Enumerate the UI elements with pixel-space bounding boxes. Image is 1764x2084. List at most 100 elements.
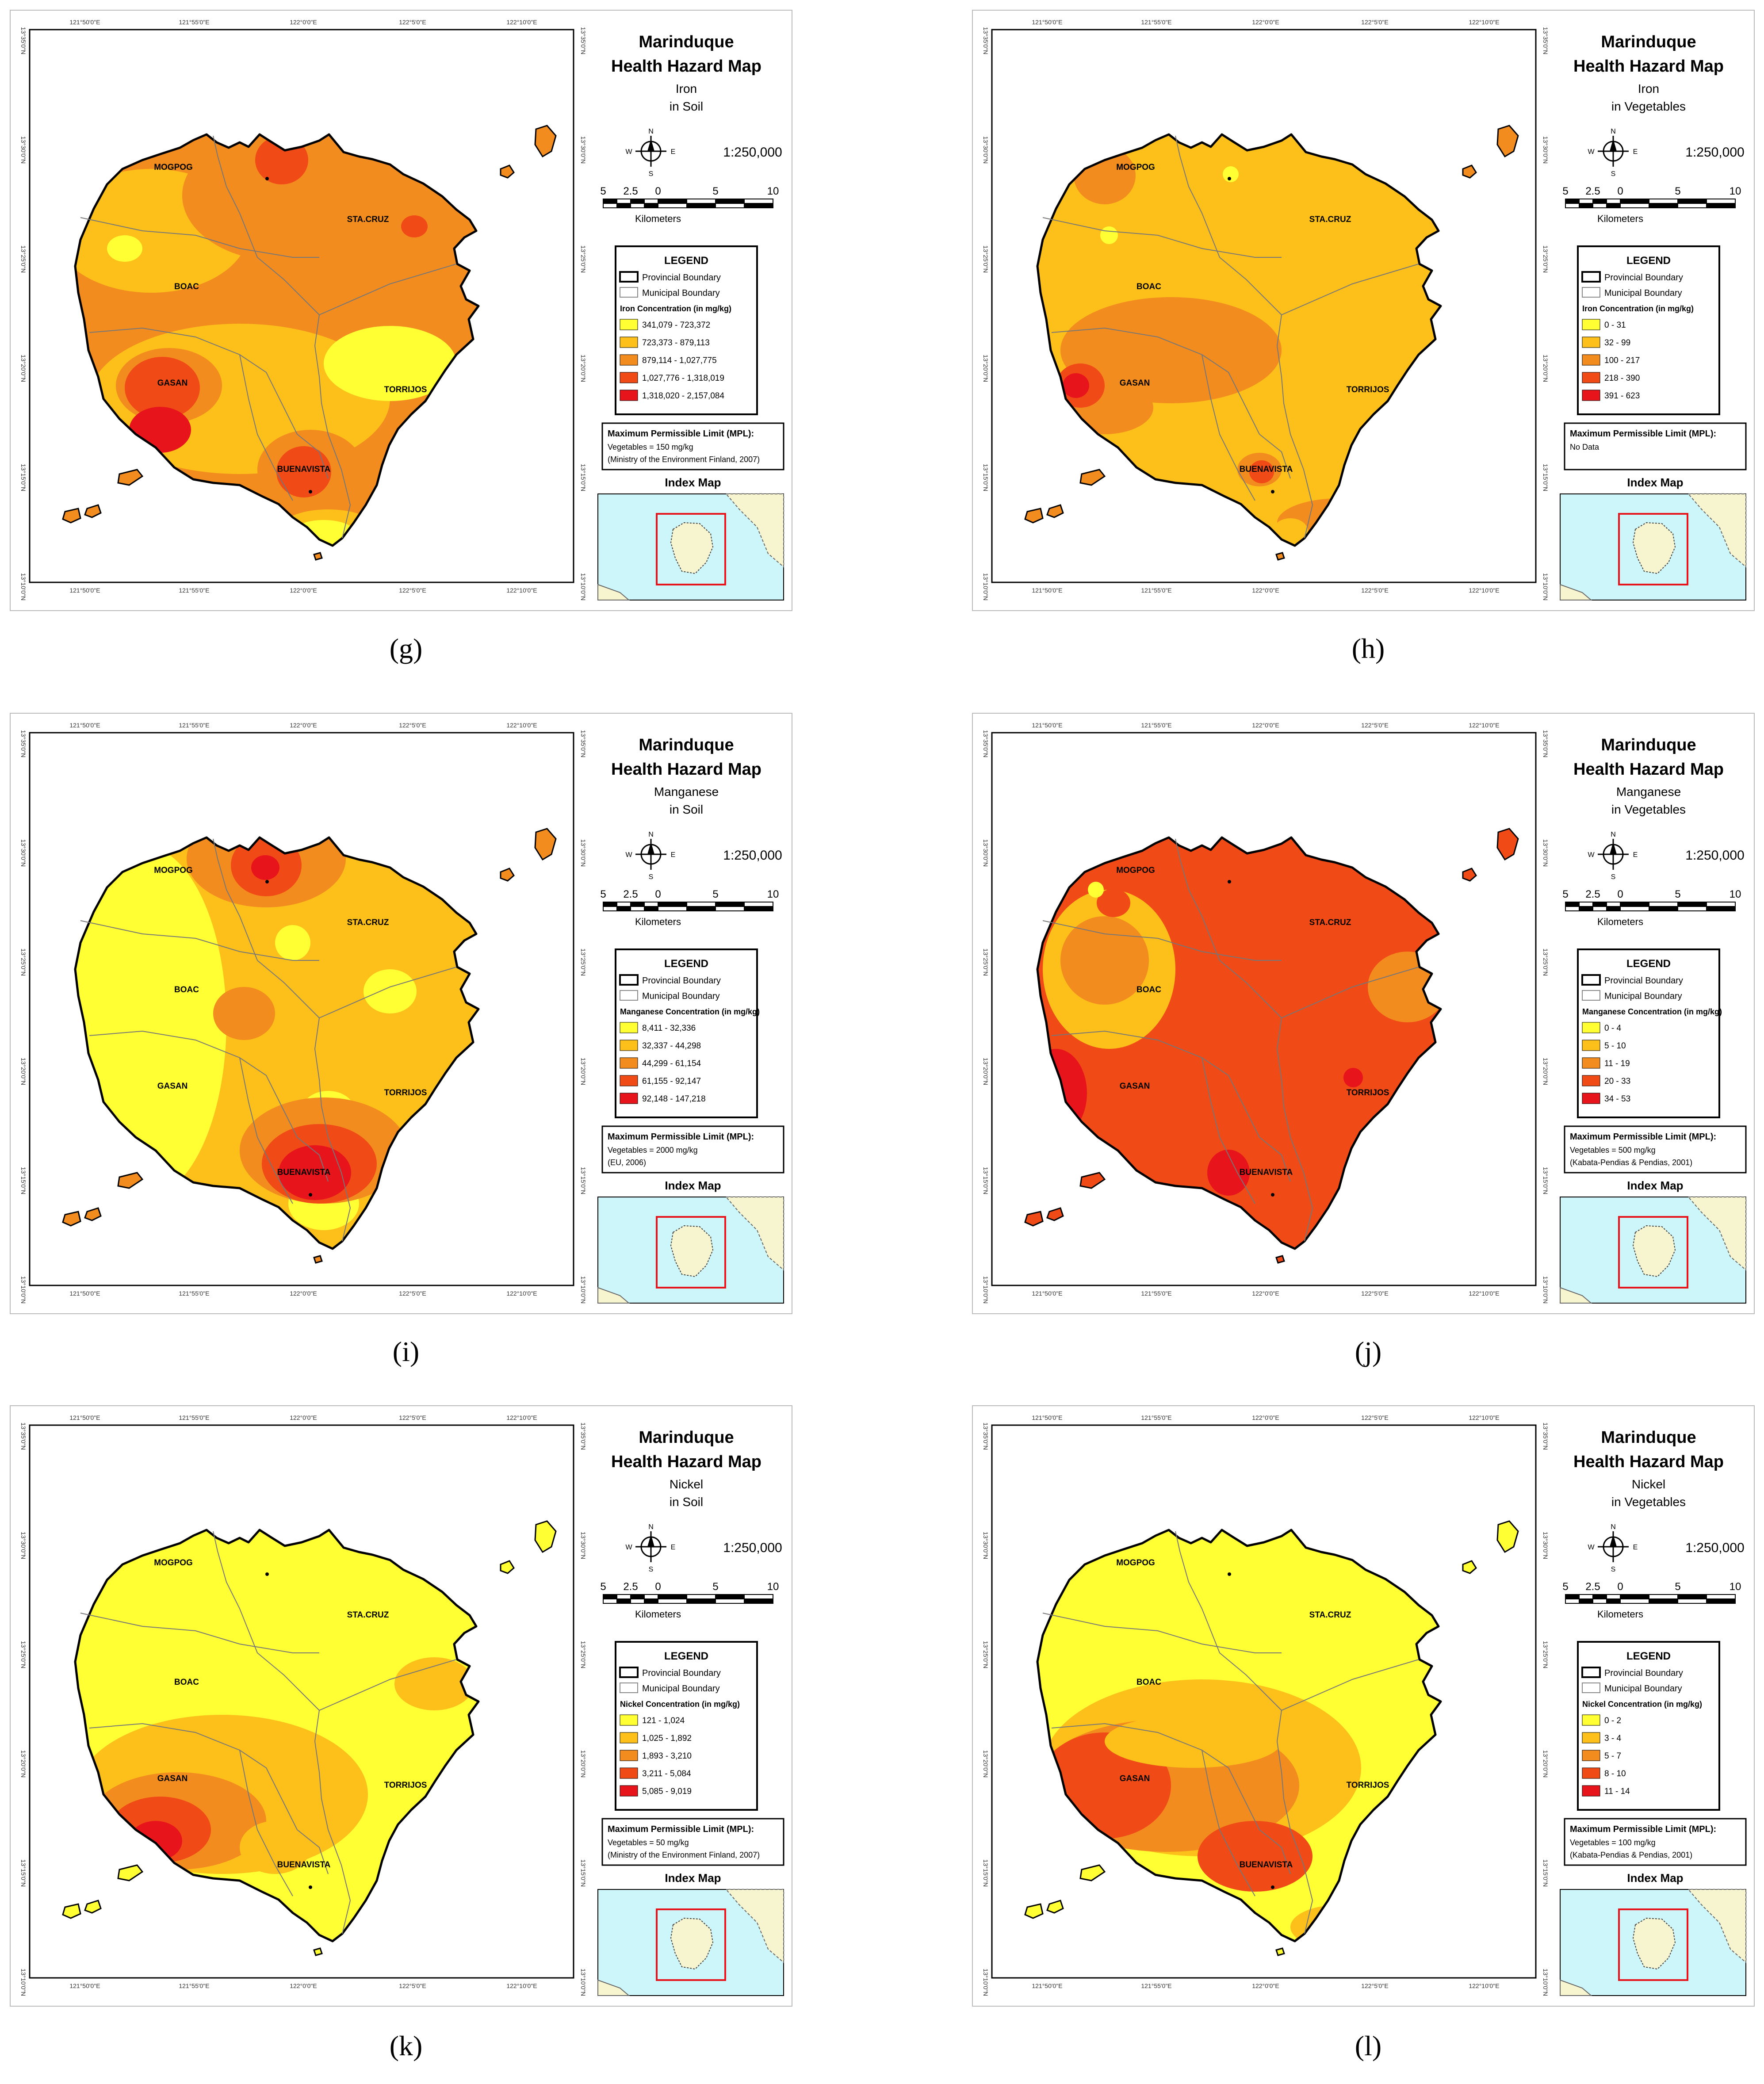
svg-text:Kilometers: Kilometers bbox=[635, 916, 681, 927]
municipal-boundary bbox=[213, 1531, 258, 1653]
small-island bbox=[117, 1172, 144, 1189]
latitude-label-left: 13°25'0"N bbox=[20, 948, 27, 976]
map-panel-h: 121°50'0"E 121°50'0"E 121°55'0"E 121°55'0"E… bbox=[972, 10, 1755, 611]
small-island bbox=[534, 125, 557, 158]
longitude-label-bottom: 122°0'0"E bbox=[290, 1290, 317, 1297]
map-panel-l: 121°50'0"E 121°50'0"E 121°55'0"E 121°55'0"E… bbox=[972, 1405, 1755, 2007]
svg-text:2.5: 2.5 bbox=[1585, 185, 1600, 197]
svg-text:0: 0 bbox=[1617, 1581, 1623, 1593]
panel-caption: (g) bbox=[389, 633, 423, 664]
svg-text:(Kabata-Pendias & Pendias, 200: (Kabata-Pendias & Pendias, 2001) bbox=[1570, 1851, 1692, 1859]
longitude-label-bottom: 122°0'0"E bbox=[1252, 1290, 1279, 1297]
longitude-label-top: 122°0'0"E bbox=[290, 722, 317, 729]
small-island bbox=[62, 508, 81, 524]
svg-text:5: 5 bbox=[1675, 1581, 1680, 1593]
town-label-boac: BOAC bbox=[1136, 985, 1161, 994]
svg-text:Nickel Concentration (in mg/kg: Nickel Concentration (in mg/kg) bbox=[620, 1700, 740, 1709]
svg-text:10: 10 bbox=[767, 888, 779, 900]
municipal-boundary bbox=[213, 135, 258, 258]
map-subtitle: Health Hazard Map bbox=[611, 760, 761, 779]
latitude-label-left: 13°25'0"N bbox=[982, 948, 989, 976]
svg-text:Provincial Boundary: Provincial Boundary bbox=[1604, 976, 1683, 986]
longitude-label-bottom: 121°50'0"E bbox=[69, 1290, 100, 1297]
small-island bbox=[1046, 504, 1064, 518]
scale-ratio: 1:250,000 bbox=[1685, 1541, 1744, 1555]
municipal-boundary bbox=[257, 960, 320, 1018]
small-island bbox=[500, 164, 515, 179]
svg-text:5: 5 bbox=[1562, 888, 1568, 900]
longitude-label-top: 122°5'0"E bbox=[399, 722, 426, 729]
town-label-mogpog: MOGPOG bbox=[154, 163, 193, 172]
municipal-boundary bbox=[213, 838, 258, 961]
latitude-label-right: 13°10'0"N bbox=[580, 573, 587, 600]
longitude-label-bottom: 122°10'0"E bbox=[1469, 587, 1499, 594]
map-subtitle: Health Hazard Map bbox=[1573, 57, 1724, 76]
municipal-boundary bbox=[239, 354, 293, 501]
index-map-title: Index Map bbox=[665, 1871, 721, 1885]
municipal-boundary bbox=[1259, 1829, 1291, 1874]
map-title: Marinduque bbox=[639, 33, 734, 51]
longitude-label-top: 122°0'0"E bbox=[1252, 19, 1279, 26]
latitude-label-left: 13°25'0"N bbox=[982, 1641, 989, 1668]
legend-class-label: 5 - 10 bbox=[1604, 1041, 1626, 1051]
element-label: Nickel bbox=[670, 1477, 703, 1491]
map-title: Marinduque bbox=[639, 1428, 734, 1447]
index-map-title: Index Map bbox=[665, 476, 721, 489]
svg-text:N: N bbox=[648, 831, 654, 838]
latitude-label-right: 13°35'0"N bbox=[1542, 1422, 1549, 1450]
longitude-label-top: 121°55'0"E bbox=[179, 19, 209, 26]
longitude-label-bottom: 121°55'0"E bbox=[179, 587, 209, 594]
town-label-boac: BOAC bbox=[174, 1678, 199, 1687]
element-label: Iron bbox=[1638, 82, 1659, 96]
svg-text:E: E bbox=[1633, 148, 1638, 156]
town-label-sta-cruz: STA.CRUZ bbox=[347, 1610, 389, 1620]
legend: LEGEND Provincial Boundary Municipal Bound… bbox=[615, 1641, 758, 1811]
longitude-label-bottom: 122°0'0"E bbox=[290, 1982, 317, 1989]
hazard-zone bbox=[324, 326, 456, 401]
scale-ratio: 1:250,000 bbox=[1685, 145, 1744, 160]
municipal-boundary bbox=[314, 1017, 351, 1242]
medium-label: in Vegetables bbox=[1611, 99, 1686, 113]
hazard-zone bbox=[1343, 1068, 1363, 1087]
longitude-label-top: 121°50'0"E bbox=[1032, 19, 1062, 26]
panel-caption: (k) bbox=[389, 2030, 423, 2061]
town-label-sta-cruz: STA.CRUZ bbox=[347, 215, 389, 224]
latitude-label-right: 13°30'0"N bbox=[1542, 1532, 1549, 1559]
provincial-boundary bbox=[1036, 836, 1442, 1250]
latitude-label-right: 13°10'0"N bbox=[580, 1969, 587, 1996]
longitude-label-top: 122°0'0"E bbox=[1252, 722, 1279, 729]
longitude-label-bottom: 122°10'0"E bbox=[1469, 1290, 1499, 1297]
municipal-boundary bbox=[314, 1710, 351, 1934]
hazard-zone bbox=[279, 1145, 351, 1200]
longitude-label-bottom: 122°5'0"E bbox=[1361, 1290, 1389, 1297]
mpl-box: Maximum Permissible Limit (MPL): Vegetabl… bbox=[601, 1125, 784, 1174]
map-subtitle: Health Hazard Map bbox=[611, 57, 761, 76]
small-island bbox=[1024, 1903, 1044, 1919]
longitude-label-bottom: 121°55'0"E bbox=[1141, 587, 1171, 594]
latitude-label-right: 13°25'0"N bbox=[580, 948, 587, 976]
index-map bbox=[1560, 1889, 1746, 1996]
legend: LEGEND Provincial Boundary Municipal Bound… bbox=[1577, 948, 1722, 1118]
svg-text:S: S bbox=[649, 873, 654, 881]
svg-text:Iron Concentration (in mg/kg): Iron Concentration (in mg/kg) bbox=[620, 304, 731, 313]
small-island bbox=[1496, 1520, 1519, 1553]
svg-text:E: E bbox=[1633, 851, 1638, 859]
latitude-label-right: 13°25'0"N bbox=[1542, 948, 1549, 976]
hazard-zone bbox=[103, 1081, 120, 1097]
index-map-title: Index Map bbox=[1627, 1179, 1683, 1192]
medium-label: in Vegetables bbox=[1611, 1495, 1686, 1509]
medium-label: in Vegetables bbox=[1611, 803, 1686, 816]
svg-text:W: W bbox=[625, 851, 632, 859]
legend-class-label: 391 - 623 bbox=[1604, 391, 1640, 401]
legend-class-label: 121 - 1,024 bbox=[642, 1716, 685, 1725]
svg-text:5: 5 bbox=[600, 1581, 606, 1593]
town-label-buenavista: BUENAVISTA bbox=[277, 465, 331, 474]
hazard-zone bbox=[1223, 166, 1239, 182]
mpl-box: Maximum Permissible Limit (MPL): No Data bbox=[1564, 422, 1747, 470]
municipal-boundary bbox=[80, 920, 319, 961]
svg-text:Municipal Boundary: Municipal Boundary bbox=[1604, 288, 1682, 298]
svg-text:Provincial Boundary: Provincial Boundary bbox=[1604, 273, 1683, 283]
municipal-boundary bbox=[1042, 217, 1282, 258]
latitude-label-left: 13°15'0"N bbox=[982, 1167, 989, 1194]
svg-text:E: E bbox=[671, 1544, 676, 1551]
